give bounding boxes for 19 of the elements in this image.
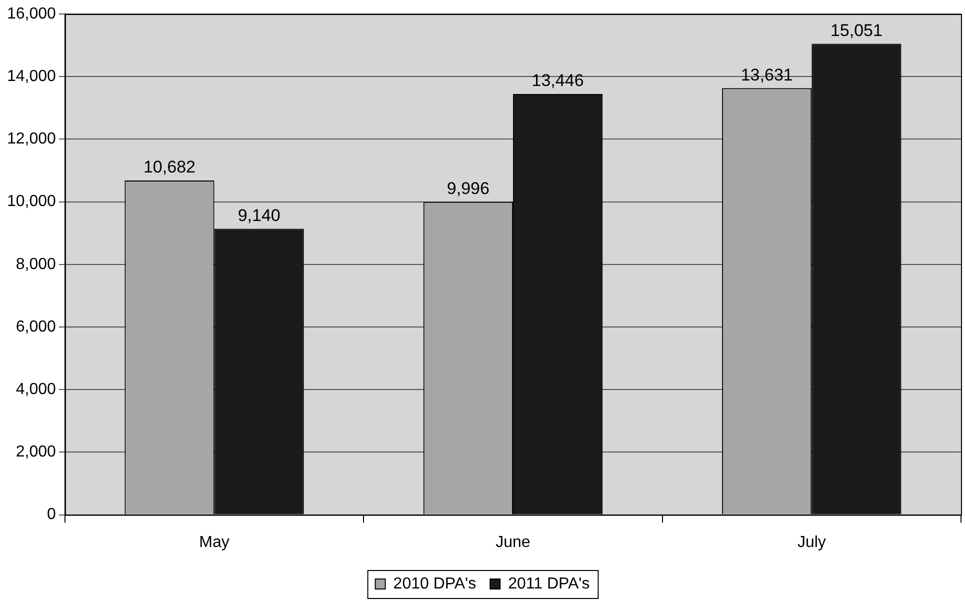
data-label: 9,140 xyxy=(238,206,280,225)
data-label: 13,446 xyxy=(532,71,584,90)
y-tick-label: 16,000 xyxy=(7,5,56,22)
data-label: 9,996 xyxy=(446,179,490,198)
y-tick-label: 10,000 xyxy=(7,193,56,210)
y-tick-label: 14,000 xyxy=(7,68,56,86)
data-label: 10,682 xyxy=(143,158,196,177)
legend-label: 2010 DPA's xyxy=(393,575,476,592)
y-tick-label: 6,000 xyxy=(16,318,56,336)
y-tick-label: 0 xyxy=(47,506,56,524)
y-tick-label: 4,000 xyxy=(16,381,56,398)
legend-label: 2011 DPA's xyxy=(508,575,590,592)
y-tick-label: 2,000 xyxy=(16,444,56,461)
data-label: 15,051 xyxy=(830,20,882,40)
x-tick-label: May xyxy=(199,534,230,551)
x-tick-label: July xyxy=(797,534,826,551)
y-tick-label: 12,000 xyxy=(7,130,56,148)
x-tick-label: June xyxy=(496,534,530,551)
y-tick-label: 8,000 xyxy=(16,256,56,273)
